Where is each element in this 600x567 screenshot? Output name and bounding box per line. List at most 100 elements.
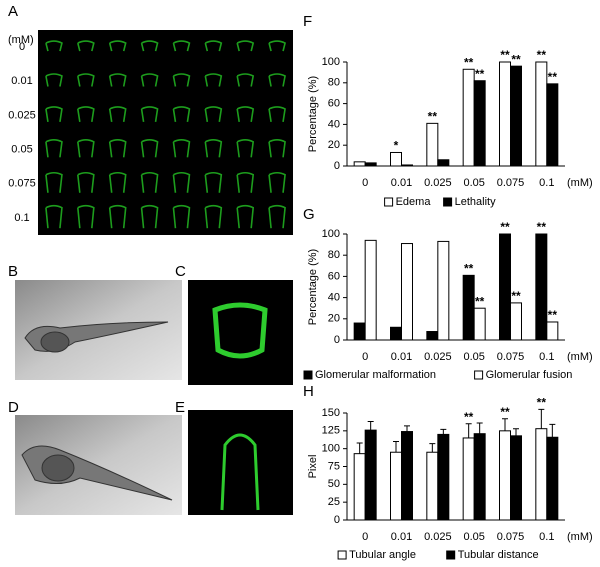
pronephros xyxy=(172,139,191,158)
y-axis-label: Pixel xyxy=(307,455,319,479)
pronephros xyxy=(108,73,127,87)
pronephros xyxy=(268,106,286,123)
x-tick-label: 0.025 xyxy=(424,177,452,189)
y-tick-label: 60 xyxy=(328,98,340,110)
pronephros xyxy=(45,171,63,193)
bar xyxy=(473,307,486,341)
larva xyxy=(21,445,173,501)
significance-label: ** xyxy=(511,289,521,303)
bar xyxy=(353,453,366,521)
bar xyxy=(499,430,511,521)
bar xyxy=(390,451,402,521)
significance-label: ** xyxy=(511,52,521,66)
significance-label: ** xyxy=(500,405,510,419)
bar xyxy=(353,161,366,167)
pronephros xyxy=(268,139,286,158)
pronephros xyxy=(172,204,191,229)
row-label: 0.075 xyxy=(8,178,36,190)
pronephros xyxy=(236,40,255,52)
unit-label: (mM) xyxy=(8,34,34,46)
bar xyxy=(510,435,522,521)
error-bar xyxy=(367,421,374,431)
panel-label: B xyxy=(8,263,18,280)
fluorescence-image xyxy=(188,280,293,385)
panel-label: D xyxy=(8,399,19,416)
y-tick-label: 0 xyxy=(334,514,340,526)
y-tick-label: 150 xyxy=(322,407,340,419)
y-tick-label: 0 xyxy=(334,160,340,172)
y-tick-label: 50 xyxy=(328,478,340,490)
bar xyxy=(401,431,413,521)
significance-label: ** xyxy=(464,410,474,424)
y-tick-label: 25 xyxy=(328,496,340,508)
bar xyxy=(546,436,559,521)
pronephros xyxy=(108,106,127,123)
significance-label: ** xyxy=(500,220,510,234)
x-tick-label: 0.025 xyxy=(424,531,452,543)
pronephros xyxy=(140,40,159,52)
bar xyxy=(510,302,522,341)
error-bar xyxy=(476,422,483,434)
pronephros xyxy=(108,139,127,158)
row-label: 0.05 xyxy=(11,143,32,155)
y-tick-label: 125 xyxy=(322,425,340,437)
pronephros xyxy=(268,204,286,229)
x-unit: (mM) xyxy=(567,351,593,363)
y-tick-label: 75 xyxy=(328,460,340,472)
x-tick-label: 0.05 xyxy=(463,351,484,363)
x-tick-label: 0.025 xyxy=(424,351,452,363)
pronephros xyxy=(45,106,63,123)
y-tick-label: 80 xyxy=(328,77,340,89)
pronephros xyxy=(204,73,223,87)
bar xyxy=(473,80,486,167)
pronephros xyxy=(204,40,223,52)
bar xyxy=(499,233,511,341)
significance-label: ** xyxy=(464,55,474,69)
bar xyxy=(499,61,511,167)
pronephros xyxy=(268,171,286,193)
bar xyxy=(437,159,450,167)
bar xyxy=(510,65,522,167)
bar xyxy=(364,429,377,521)
significance-label: ** xyxy=(475,67,485,81)
bar xyxy=(535,428,548,521)
row-label: 0.1 xyxy=(14,212,29,224)
significance-label: ** xyxy=(428,110,438,124)
panel-label: G xyxy=(303,206,315,223)
panel-label: E xyxy=(175,399,185,416)
error-bar xyxy=(465,423,472,438)
x-unit: (mM) xyxy=(567,177,593,189)
pronephros xyxy=(236,171,255,193)
error-bar xyxy=(538,408,545,429)
larva xyxy=(24,321,169,353)
significance-label: ** xyxy=(537,396,547,410)
x-tick-label: 0.01 xyxy=(391,351,412,363)
pronephros xyxy=(268,40,286,52)
row-label: 0.01 xyxy=(11,75,32,87)
pronephros xyxy=(204,171,223,193)
x-tick-label: 0.05 xyxy=(463,531,484,543)
row-label: 0 xyxy=(19,41,25,53)
error-bar xyxy=(549,423,556,438)
bar xyxy=(364,239,377,341)
bar xyxy=(437,240,450,341)
pronephros xyxy=(77,106,95,123)
y-tick-label: 100 xyxy=(322,443,340,455)
bar xyxy=(546,83,559,167)
y-tick-label: 100 xyxy=(322,228,340,240)
pronephros xyxy=(77,40,95,52)
bar xyxy=(390,151,402,167)
x-tick-label: 0.05 xyxy=(463,177,484,189)
bar xyxy=(353,322,366,341)
pronephros xyxy=(140,204,159,229)
pronephros xyxy=(140,139,159,158)
pronephros xyxy=(45,139,63,158)
legend-swatch xyxy=(337,550,347,560)
pronephros xyxy=(220,433,260,511)
error-bar xyxy=(440,428,447,435)
panel-label: C xyxy=(175,263,186,280)
y-tick-label: 20 xyxy=(328,139,340,151)
x-tick-label: 0.01 xyxy=(391,531,412,543)
pronephros xyxy=(77,73,95,87)
